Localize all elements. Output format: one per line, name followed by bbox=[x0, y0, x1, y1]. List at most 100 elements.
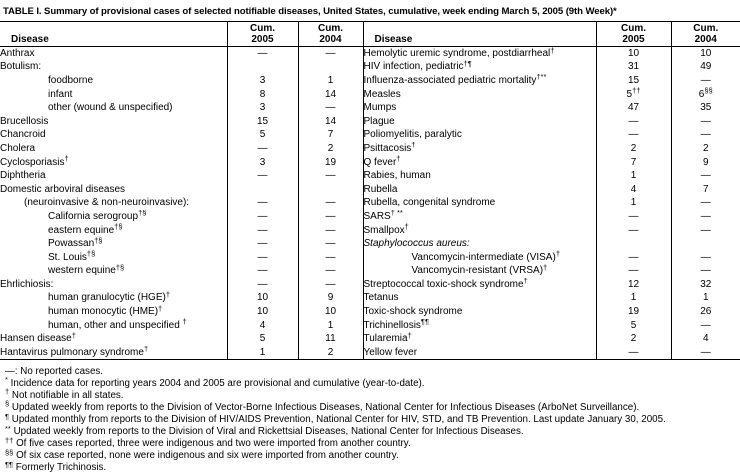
footnote-line: ** Updated weekly from reports to the Di… bbox=[5, 423, 524, 438]
cum-2005-value: 47 bbox=[596, 100, 672, 115]
footnote-line: ¶¶ Formerly Trichinosis. bbox=[5, 459, 107, 473]
table-row: Hantavirus pulmonary syndrome† 1 2 Yellow f… bbox=[0, 345, 740, 360]
disease-name: human monocytic (HME)† bbox=[0, 304, 228, 319]
footnote-marker: ¶¶ bbox=[5, 459, 14, 469]
cum-2005-value: 4 bbox=[227, 318, 299, 332]
table-row: human monocytic (HME)† 10 10 Toxic-shock sy… bbox=[0, 304, 740, 319]
cum-2004-value: — bbox=[298, 100, 364, 115]
disease-name: Domestic arboviral diseases bbox=[0, 182, 228, 197]
cum-label: Cum. bbox=[621, 23, 646, 34]
table-header: Disease Cum. 2005 Cum. 2004 Disease Cum.… bbox=[0, 21, 740, 47]
footnote-marker: † bbox=[543, 264, 548, 272]
disease-name: Q fever† bbox=[363, 155, 597, 169]
cum-2005-value: — bbox=[227, 46, 299, 61]
cum-2005-value: 8 bbox=[227, 87, 299, 101]
disease-name: Streptococcal toxic-shock syndrome† bbox=[363, 277, 597, 292]
cum-2005-value: — bbox=[227, 209, 299, 224]
disease-name: Cholera bbox=[0, 141, 228, 156]
disease-name: St. Louis†§ bbox=[0, 250, 228, 264]
table-row: human granulocytic (HGE)† 10 9 Tetanus 1 1 bbox=[0, 291, 740, 305]
cum-2004-value: 7 bbox=[298, 128, 364, 142]
footnote-marker: †§ bbox=[138, 209, 147, 218]
table-body: Anthrax — — Hemolytic uremic syndrome, post… bbox=[0, 46, 740, 360]
disease-name: Measles bbox=[363, 87, 597, 101]
cum-2005-value bbox=[227, 182, 299, 197]
cum-2004-value: 32 bbox=[700, 278, 712, 290]
disease-name: Anthrax bbox=[0, 46, 228, 61]
table-row: (neuroinvasive & non-neuroinvasive): — — Ru… bbox=[0, 196, 740, 210]
cum-2005-value: 1 bbox=[596, 168, 672, 183]
table-title: TABLE I. Summary of provisional cases of… bbox=[3, 6, 617, 17]
footnote-marker: †§ bbox=[86, 250, 96, 259]
footnote-marker: §§ bbox=[704, 87, 713, 96]
cum-2005-value: — bbox=[227, 141, 299, 156]
footnote-marker: ** bbox=[5, 423, 11, 433]
cum-label: Cum. bbox=[693, 23, 719, 34]
footnote-marker: †† bbox=[5, 435, 14, 445]
cum-2005-value: 15 bbox=[227, 114, 299, 129]
disease-name: Mumps bbox=[363, 100, 597, 115]
cum-2004-value: 26 bbox=[700, 306, 712, 318]
table-row: eastern equine†§ — — Smallpox† — — bbox=[0, 223, 740, 237]
cum-2004-value: 1 bbox=[298, 318, 364, 332]
cum-2005-value: — bbox=[227, 223, 299, 237]
disease-name: Vancomycin-intermediate (VISA)† bbox=[363, 250, 597, 264]
cum-2005-value bbox=[596, 236, 672, 251]
cum-2004-value: — bbox=[700, 210, 711, 222]
footnote-line: †† Of five cases reported, three were in… bbox=[5, 435, 411, 450]
cum-2004-value: 35 bbox=[700, 102, 712, 114]
cum-2005-value bbox=[227, 60, 299, 74]
cum-2005-value: 5 bbox=[596, 318, 672, 332]
disease-name: Tetanus bbox=[363, 291, 597, 305]
disease-name: human granulocytic (HGE)† bbox=[0, 291, 228, 305]
disease-name: foodborne bbox=[0, 73, 228, 88]
cum-2004-value: 9 bbox=[298, 291, 364, 305]
disease-name: Ehrlichiosis: bbox=[0, 277, 228, 292]
disease-name: Powassan†§ bbox=[0, 236, 228, 251]
disease-name: Brucellosis bbox=[0, 114, 228, 129]
col-header-cum-2005-right: Cum. 2005 bbox=[596, 21, 672, 47]
year-label: 2005 bbox=[622, 33, 645, 45]
disease-name: western equine†§ bbox=[0, 264, 228, 278]
cum-2004-value: — bbox=[700, 319, 711, 331]
footnote-marker: †§ bbox=[114, 223, 123, 232]
cum-2005-value: 3 bbox=[227, 73, 299, 88]
footnote-marker: †** bbox=[536, 73, 547, 82]
footnote-marker: §§ bbox=[5, 447, 14, 457]
cum-2005-value: — bbox=[596, 128, 672, 142]
cum-2004-value: 6§§ bbox=[698, 87, 713, 100]
footnote-marker: † bbox=[143, 345, 149, 354]
cum-2004-value: 1 bbox=[702, 292, 709, 304]
cum-2005-value: 2 bbox=[596, 141, 672, 156]
footnotes: —: No reported cases. * Incidence data fo… bbox=[5, 366, 740, 473]
cum-2005-value: 10 bbox=[227, 291, 299, 305]
cum-2005-value: — bbox=[596, 209, 672, 224]
disease-name: Rubella bbox=[363, 182, 597, 197]
footnote-marker: † bbox=[158, 304, 163, 313]
cum-2004-value: — bbox=[298, 250, 364, 264]
disease-name: Cyclosporiasis† bbox=[0, 155, 228, 169]
cum-2005-value: 1 bbox=[227, 345, 299, 360]
footnote-marker: †§ bbox=[94, 236, 103, 245]
footnote-marker: † bbox=[411, 141, 416, 150]
cum-2004-value: 2 bbox=[298, 345, 364, 360]
cum-2004-value: 7 bbox=[702, 183, 709, 195]
cum-2005-value: — bbox=[596, 264, 672, 278]
cum-2004-value: 19 bbox=[298, 155, 364, 169]
disease-name: Staphylococcus aureus: bbox=[363, 236, 597, 251]
cum-2004-value: — bbox=[671, 345, 740, 360]
cum-2004-value bbox=[298, 60, 364, 74]
col-header-cum-2004-right: Cum. 2004 bbox=[671, 21, 740, 47]
footnote-marker: † bbox=[550, 46, 555, 55]
disease-name: Rabies, human bbox=[363, 168, 597, 183]
disease-name: Toxic-shock syndrome bbox=[363, 304, 597, 319]
table-row: St. Louis†§ — — Vancomycin-intermediate (VI… bbox=[0, 250, 740, 264]
cum-2004-value: — bbox=[700, 129, 711, 141]
disease-name: Trichinellosis¶¶ bbox=[363, 318, 597, 332]
disease-name: Vancomycin-resistant (VRSA)† bbox=[363, 264, 597, 278]
cum-2005-value: 10 bbox=[227, 304, 299, 319]
disease-name: infant bbox=[0, 87, 228, 101]
table-row: Brucellosis 15 14 Plague — — bbox=[0, 114, 740, 129]
cum-2004-value: — bbox=[298, 277, 364, 292]
cum-2005-value: 12 bbox=[596, 277, 672, 292]
